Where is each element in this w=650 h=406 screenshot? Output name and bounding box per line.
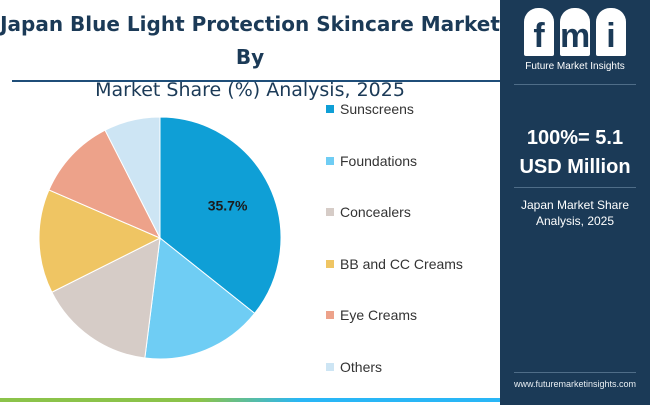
pie-data-label: 35.7% xyxy=(208,197,248,213)
legend-label: Eye Creams xyxy=(340,307,418,324)
pie-chart-area: 35.7% xyxy=(30,108,290,368)
legend-swatch xyxy=(326,259,334,268)
legend-item: Others xyxy=(326,354,496,380)
legend-swatch xyxy=(326,311,334,320)
logo-letter-m: m xyxy=(560,8,590,56)
pie-chart: 35.7% xyxy=(38,116,282,360)
title-divider xyxy=(12,80,500,82)
legend-swatch xyxy=(326,156,334,165)
sidebar-divider-bottom xyxy=(514,372,636,373)
market-size-headline: 100%= 5.1 USD Million xyxy=(500,124,650,182)
chart-legend: Sunscreens Foundations Concealers BB and CC… xyxy=(326,96,496,406)
legend-swatch xyxy=(326,208,334,217)
legend-item: Concealers xyxy=(326,199,496,225)
caption-line2: Analysis, 2025 xyxy=(535,214,615,228)
legend-label: Concealers xyxy=(340,204,411,221)
legend-item: BB and CC Creams xyxy=(326,251,496,277)
pie-slice-concealers xyxy=(51,237,161,359)
sidebar-divider-top xyxy=(514,84,636,85)
sidebar-divider-mid xyxy=(514,187,636,188)
caption-line1: Japan Market Share xyxy=(520,198,630,212)
pie-slice-sunscreens xyxy=(159,116,282,315)
legend-swatch xyxy=(326,105,334,113)
fmi-logo: f m i xyxy=(514,8,636,60)
logo-letter-i: i xyxy=(596,8,626,56)
market-size-value: 100%= 5.1 xyxy=(526,127,624,149)
bottom-accent-bar xyxy=(0,398,500,402)
pie-slice-eye-creams xyxy=(48,129,162,240)
market-share-caption: Japan Market Share Analysis, 2025 xyxy=(500,197,650,229)
legend-label: Others xyxy=(340,358,383,375)
market-size-unit: USD Million xyxy=(519,156,631,178)
legend-swatch xyxy=(326,362,334,371)
pie-slice-others xyxy=(104,116,161,239)
sidebar-panel: f m i Future Market Insights 100%= 5.1 U… xyxy=(500,0,650,405)
chart-title-line1: Japan Blue Light Protection Skincare Mar… xyxy=(0,12,500,69)
legend-item: Eye Creams xyxy=(326,302,496,328)
legend-item: Sunscreens xyxy=(326,96,496,122)
chart-title: Japan Blue Light Protection Skincare Mar… xyxy=(0,8,500,107)
legend-label: Foundations xyxy=(340,152,418,169)
logo-subtitle: Future Market Insights xyxy=(525,61,625,72)
legend-item: Foundations xyxy=(326,148,496,174)
legend-label: Sunscreens xyxy=(340,101,414,117)
website-url: www.futuremarketinsights.com xyxy=(513,379,637,389)
legend-label: BB and CC Creams xyxy=(340,255,463,272)
pie-slice-bb-and-cc-creams xyxy=(38,189,162,293)
pie-slice-foundations xyxy=(144,237,256,360)
logo-letter-f: f xyxy=(524,8,554,56)
chart-title-line2: Market Share (%) Analysis, 2025 xyxy=(95,79,405,101)
